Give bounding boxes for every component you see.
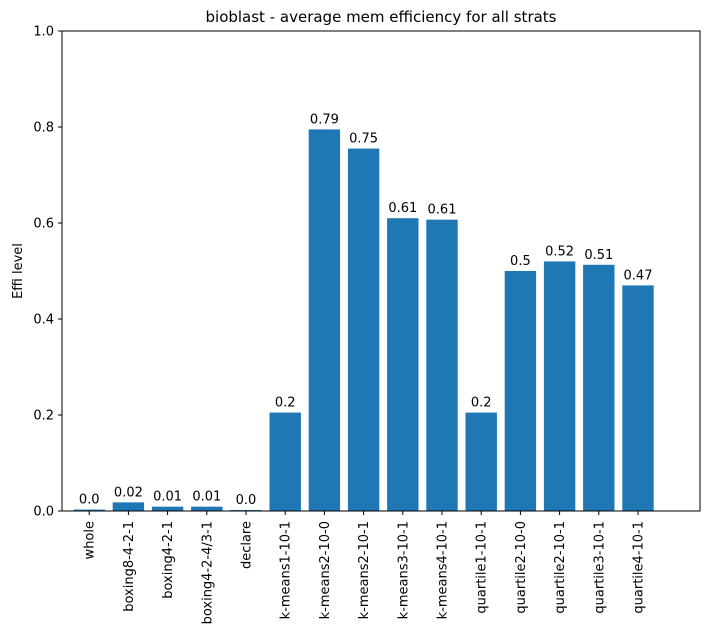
x-tick-label-7: k-means2-10-1 <box>357 521 372 619</box>
bar-7 <box>347 148 380 511</box>
bar-10 <box>465 412 497 511</box>
x-tick-label-9: k-means4-10-1 <box>436 521 451 619</box>
bar-14 <box>622 285 654 511</box>
bar-value-label-5: 0.2 <box>275 396 296 411</box>
y-tick-label-0: 0.0 <box>33 505 54 520</box>
bar-value-label-12: 0.52 <box>545 244 574 259</box>
y-tick-label-2: 0.4 <box>33 313 54 328</box>
bar-value-label-9: 0.61 <box>428 203 457 218</box>
y-tick-label-1: 0.2 <box>33 409 54 424</box>
x-tick-label-3: boxing4-2-4/3-1 <box>200 521 215 624</box>
bar-value-label-8: 0.61 <box>388 201 417 216</box>
bars-group <box>73 129 654 511</box>
y-axis: 0.0 0.2 0.4 0.6 0.8 1.0 <box>33 25 62 520</box>
bar-0 <box>73 509 105 511</box>
bar-value-label-0: 0.0 <box>79 493 100 508</box>
x-tick-label-4: declare <box>240 521 255 569</box>
plot-frame <box>61 30 701 512</box>
bar-12 <box>543 261 576 511</box>
x-tick-label-5: k-means1-10-1 <box>279 521 294 619</box>
bar-value-label-11: 0.5 <box>510 254 531 269</box>
bar-value-label-2: 0.01 <box>153 490 182 505</box>
bar-2 <box>151 506 184 511</box>
x-tick-label-8: k-means3-10-1 <box>396 521 411 619</box>
bar-value-label-13: 0.51 <box>584 248 613 263</box>
bar-value-label-14: 0.47 <box>624 268 653 283</box>
bar-13 <box>583 264 615 511</box>
x-tick-label-13: quartile3-10-1 <box>592 521 607 614</box>
bar-5 <box>269 412 301 511</box>
bar-8 <box>387 218 419 511</box>
y-axis-label: Effi level <box>11 243 26 299</box>
x-tick-label-12: quartile2-10-1 <box>553 521 568 614</box>
bar-6 <box>308 129 341 511</box>
x-tick-label-1: boxing8-4-2-1 <box>122 521 137 612</box>
bar-9 <box>426 219 458 511</box>
x-tick-label-2: boxing4-2-1 <box>161 521 176 599</box>
bar-value-label-6: 0.79 <box>310 112 339 127</box>
bar-value-label-3: 0.01 <box>192 490 221 505</box>
x-tick-label-11: quartile2-10-0 <box>514 521 529 614</box>
bar-labels-group: 0.0 0.02 0.01 0.01 0.0 0.2 0.79 0.75 0.61 0.61 0.2… <box>79 112 653 508</box>
y-tick-label-4: 0.8 <box>33 121 54 136</box>
x-axis: whole boxing8-4-2-1 boxing4-2-1 boxing4-2-4… <box>83 511 647 624</box>
bar-1 <box>112 502 145 511</box>
x-tick-label-14: quartile4-10-1 <box>632 521 647 614</box>
bar-3 <box>191 506 223 511</box>
bar-value-label-10: 0.2 <box>471 396 492 411</box>
chart-title: bioblast - average mem efficiency for al… <box>206 8 557 26</box>
x-tick-label-0: whole <box>83 521 98 559</box>
bar-value-label-4: 0.0 <box>236 493 257 508</box>
bar-value-label-1: 0.02 <box>114 485 143 500</box>
y-tick-label-3: 0.6 <box>33 217 54 232</box>
bar-value-label-7: 0.75 <box>349 132 378 147</box>
x-tick-label-6: k-means2-10-0 <box>318 521 333 619</box>
y-tick-label-5: 1.0 <box>33 25 54 40</box>
bar-11 <box>504 271 537 511</box>
x-tick-label-10: quartile1-10-1 <box>475 521 490 614</box>
